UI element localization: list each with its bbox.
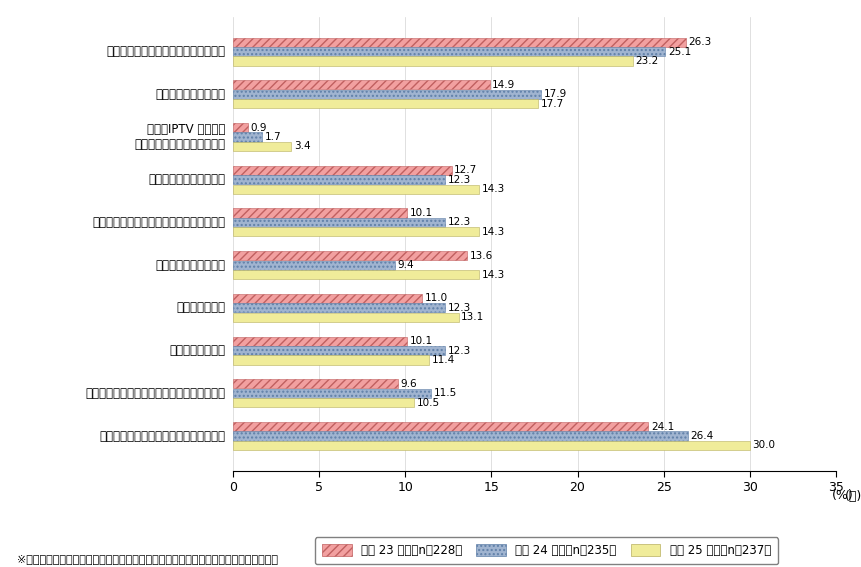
Text: 14.3: 14.3 [481, 269, 505, 280]
Bar [232, 422, 647, 431]
Bar [232, 185, 479, 194]
Text: 9.6: 9.6 [400, 379, 417, 389]
Text: 24.1: 24.1 [650, 422, 673, 431]
Text: 11.0: 11.0 [424, 294, 448, 303]
Text: 1.7: 1.7 [264, 132, 281, 142]
Text: 12.3: 12.3 [447, 303, 470, 313]
Text: 12.3: 12.3 [447, 175, 470, 185]
Text: 3.4: 3.4 [294, 141, 310, 151]
Bar [232, 337, 406, 346]
Text: 14.9: 14.9 [492, 80, 515, 90]
Bar [232, 175, 444, 184]
Text: 23.2: 23.2 [635, 56, 658, 66]
Text: 25.1: 25.1 [667, 46, 691, 57]
Bar [232, 356, 429, 365]
Text: 12.3: 12.3 [447, 218, 470, 227]
Bar [232, 37, 685, 46]
Bar [232, 90, 541, 99]
Text: ※回答に今後新たに展開したいと考えている事業があった企業数で除した数値である。: ※回答に今後新たに展開したいと考えている事業があった企業数で除した数値である。 [17, 554, 278, 564]
Bar [232, 441, 749, 450]
Bar [232, 133, 262, 142]
Bar [232, 431, 687, 441]
Bar [232, 389, 430, 398]
Text: 10.1: 10.1 [409, 208, 432, 218]
Bar [232, 294, 422, 303]
Bar [232, 270, 479, 279]
Text: 13.1: 13.1 [461, 312, 484, 322]
Bar [232, 99, 537, 108]
Text: 14.3: 14.3 [481, 227, 505, 237]
Bar [232, 379, 398, 388]
Text: 14.3: 14.3 [481, 184, 505, 194]
Bar [232, 57, 632, 66]
Bar [232, 313, 458, 322]
Text: 30.0: 30.0 [752, 441, 775, 450]
Bar [232, 398, 413, 407]
Text: 26.3: 26.3 [688, 37, 711, 47]
Text: 12.7: 12.7 [454, 166, 477, 175]
Text: 10.1: 10.1 [409, 336, 432, 346]
Bar [232, 227, 479, 236]
Text: (%): (%) [831, 489, 852, 502]
Bar [232, 123, 248, 132]
Bar [232, 209, 406, 218]
Text: 17.9: 17.9 [543, 89, 567, 99]
Bar [232, 142, 291, 151]
Text: 12.3: 12.3 [447, 346, 470, 356]
Bar [232, 261, 394, 270]
Bar [232, 166, 451, 175]
Bar [232, 47, 665, 56]
Text: 11.4: 11.4 [431, 355, 455, 365]
Text: 17.7: 17.7 [540, 99, 563, 109]
Bar [232, 81, 489, 90]
Text: 13.6: 13.6 [469, 251, 492, 261]
Bar [232, 218, 444, 227]
Text: 0.9: 0.9 [251, 122, 267, 133]
Text: 26.4: 26.4 [690, 431, 713, 441]
Text: (％): (％) [844, 490, 861, 503]
Bar [232, 346, 444, 355]
Bar [232, 303, 444, 312]
Bar [232, 251, 467, 260]
Legend: 平成 23 年度（n＝228）, 平成 24 年度（n＝235）, 平成 25 年度（n＝237）: 平成 23 年度（n＝228）, 平成 24 年度（n＝235）, 平成 25 … [314, 538, 777, 565]
Text: 10.5: 10.5 [416, 397, 439, 408]
Text: 9.4: 9.4 [397, 260, 413, 270]
Text: 11.5: 11.5 [433, 388, 456, 399]
